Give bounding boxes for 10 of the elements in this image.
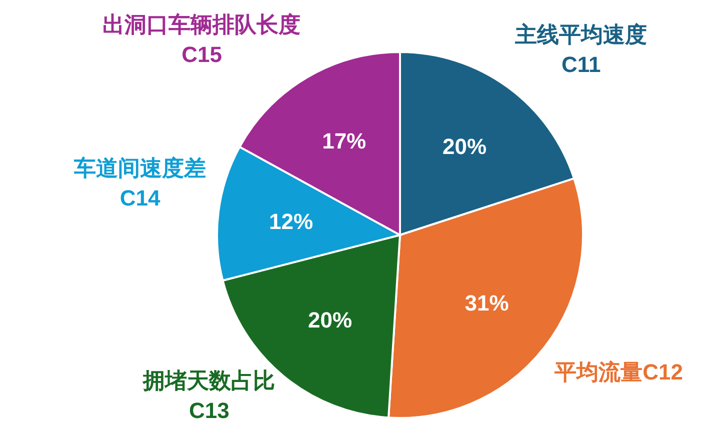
slice-label: 平均流量C12	[554, 360, 683, 385]
data-label: 31%	[464, 290, 509, 316]
slice-label: 主线平均速度 C11	[514, 22, 648, 78]
data-label: 20%	[308, 308, 352, 333]
data-label: 12%	[269, 209, 314, 234]
slice-label: 拥堵天数占比 C13	[142, 368, 276, 423]
slice-label: 出洞口车辆排队长度 C15	[102, 12, 301, 68]
data-label: 20%	[442, 134, 487, 160]
slice-label: 车道间速度差 C14	[73, 156, 206, 211]
data-label: 17%	[322, 128, 366, 154]
